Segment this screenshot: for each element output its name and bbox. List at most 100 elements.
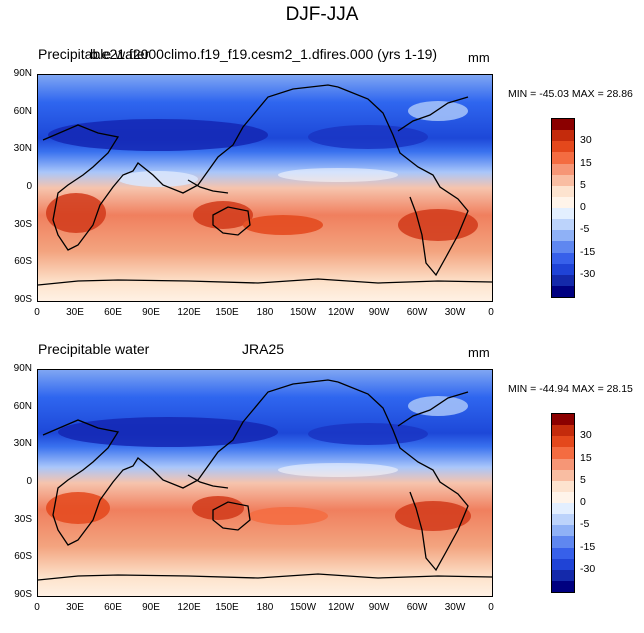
colorbar-swatch (552, 514, 574, 526)
colorbar-swatch (552, 185, 574, 197)
colorbar-tick-label: -30 (580, 563, 596, 575)
colorbar-swatch (552, 130, 574, 142)
lat-tick-label: 60N (13, 105, 32, 117)
lon-tick-label: 120E (177, 602, 201, 613)
lat-tick-label: 30N (13, 438, 32, 450)
lat-tick-label: 60S (14, 551, 32, 563)
precipitable-water-map (37, 74, 493, 302)
colorbar-swatch (552, 219, 574, 231)
lat-tick-label: 90S (14, 589, 32, 600)
colorbar-tick-label: 30 (580, 134, 592, 146)
figure-title: DJF-JJA (285, 4, 359, 25)
colorbar-tick-label: -15 (580, 246, 596, 258)
colorbar-tick-label: 30 (580, 429, 592, 441)
panel-variable-label: Precipitable water (38, 46, 150, 62)
lon-tick-label: 150W (289, 307, 317, 318)
colorbar-swatch (552, 569, 574, 581)
lon-tick-label: 0 (488, 307, 494, 318)
lon-tick-label: 30E (66, 602, 84, 613)
lon-tick-label: 0 (34, 307, 40, 318)
lat-tick-label: 90N (13, 363, 32, 374)
lat-tick-label: 30S (14, 218, 32, 230)
panel-variable-label: Precipitable water (38, 341, 150, 357)
lon-tick-label: 30W (444, 307, 466, 318)
lat-tick-label: 60S (14, 256, 32, 268)
lat-tick-label: 0 (26, 476, 32, 487)
colorbar-swatch (552, 241, 574, 253)
colorbar-swatch (552, 425, 574, 437)
lon-tick-label: 150E (215, 307, 239, 318)
colorbar-labels: 30 15 5 0 -5 -15 -30 (580, 413, 620, 593)
lon-tick-label: 60W (406, 602, 428, 613)
panel-reanalysis: Precipitable water JRA25 mm MIN = -44.94… (0, 333, 644, 633)
min-max-readout: MIN = -45.03 MAX = 28.86 (508, 88, 633, 100)
colorbar-swatch (552, 469, 574, 481)
lon-tick-label: 90E (142, 602, 160, 613)
colorbar-swatch (552, 119, 574, 131)
colorbar-swatch (552, 274, 574, 286)
colorbar-tick-label: 5 (580, 474, 586, 486)
lat-tick-label: 60N (13, 400, 32, 412)
panel-case-label: JRA25 (242, 341, 285, 357)
lon-tick-label: 120W (327, 307, 355, 318)
colorbar-swatch (552, 174, 574, 186)
latitude-axis: 90N 60N 30N 0 30S 60S 90S (0, 69, 32, 305)
colorbar-tick-label: -5 (580, 518, 590, 530)
colorbar-tick-label: 5 (580, 179, 586, 191)
colorbar-tick-label: -5 (580, 223, 590, 235)
colorbar-swatch (552, 208, 574, 220)
colorbar (551, 118, 575, 298)
colorbar-swatch (552, 525, 574, 537)
colorbar-swatch (552, 447, 574, 459)
colorbar-swatch (552, 458, 574, 470)
lat-tick-label: 90N (13, 68, 32, 79)
colorbar-swatch (552, 141, 574, 153)
lon-tick-label: 60E (104, 602, 122, 613)
colorbar-labels: 30 15 5 0 -5 -15 -30 (580, 118, 620, 298)
colorbar-swatch (552, 536, 574, 548)
colorbar-swatch (552, 547, 574, 559)
lon-tick-label: 60E (104, 307, 122, 318)
colorbar-tick-label: 0 (580, 201, 586, 213)
colorbar-swatch (552, 436, 574, 448)
lat-tick-label: 0 (26, 181, 32, 192)
lon-tick-label: 120E (177, 307, 201, 318)
min-max-readout: MIN = -44.94 MAX = 28.15 (508, 383, 633, 395)
lon-tick-label: 90W (368, 602, 390, 613)
latitude-axis: 90N 60N 30N 0 30S 60S 90S (0, 364, 32, 600)
lon-tick-label: 120W (327, 602, 355, 613)
colorbar-swatch (552, 285, 574, 297)
colorbar-tick-label: 0 (580, 496, 586, 508)
lon-tick-label: 150W (289, 602, 317, 613)
lat-tick-label: 90S (14, 294, 32, 305)
longitude-axis: 0 30E 60E 90E 120E 150E 180 150W 120W 90… (34, 307, 494, 321)
colorbar-swatch (552, 252, 574, 264)
lat-tick-label: 30N (13, 143, 32, 155)
colorbar-tick-label: -15 (580, 541, 596, 553)
colorbar-tick-label: 15 (580, 452, 592, 464)
lon-tick-label: 0 (488, 602, 494, 613)
panel-units-label: mm (468, 345, 490, 360)
colorbar-swatch (552, 414, 574, 426)
colorbar-swatch (552, 163, 574, 175)
precipitable-water-map (37, 369, 493, 597)
lon-tick-label: 180 (256, 602, 274, 613)
lon-tick-label: 30W (444, 602, 466, 613)
colorbar-swatch (552, 263, 574, 275)
lon-tick-label: 90W (368, 307, 390, 318)
panel-units-label: mm (468, 50, 490, 65)
longitude-axis: 0 30E 60E 90E 120E 150E 180 150W 120W 90… (34, 602, 494, 616)
colorbar-swatch (552, 503, 574, 515)
lon-tick-label: 0 (34, 602, 40, 613)
colorbar-swatch (552, 152, 574, 164)
colorbar-swatch (552, 558, 574, 570)
colorbar-swatch (552, 480, 574, 492)
lon-tick-label: 30E (66, 307, 84, 318)
lon-tick-label: 180 (256, 307, 274, 318)
colorbar-tick-label: 15 (580, 157, 592, 169)
colorbar-tick-label: -30 (580, 268, 596, 280)
panel-case-label: b.e21.f2000climo.f19_f19.cesm2_1.dfires.… (90, 46, 438, 62)
colorbar (551, 413, 575, 593)
lon-tick-label: 60W (406, 307, 428, 318)
lon-tick-label: 90E (142, 307, 160, 318)
